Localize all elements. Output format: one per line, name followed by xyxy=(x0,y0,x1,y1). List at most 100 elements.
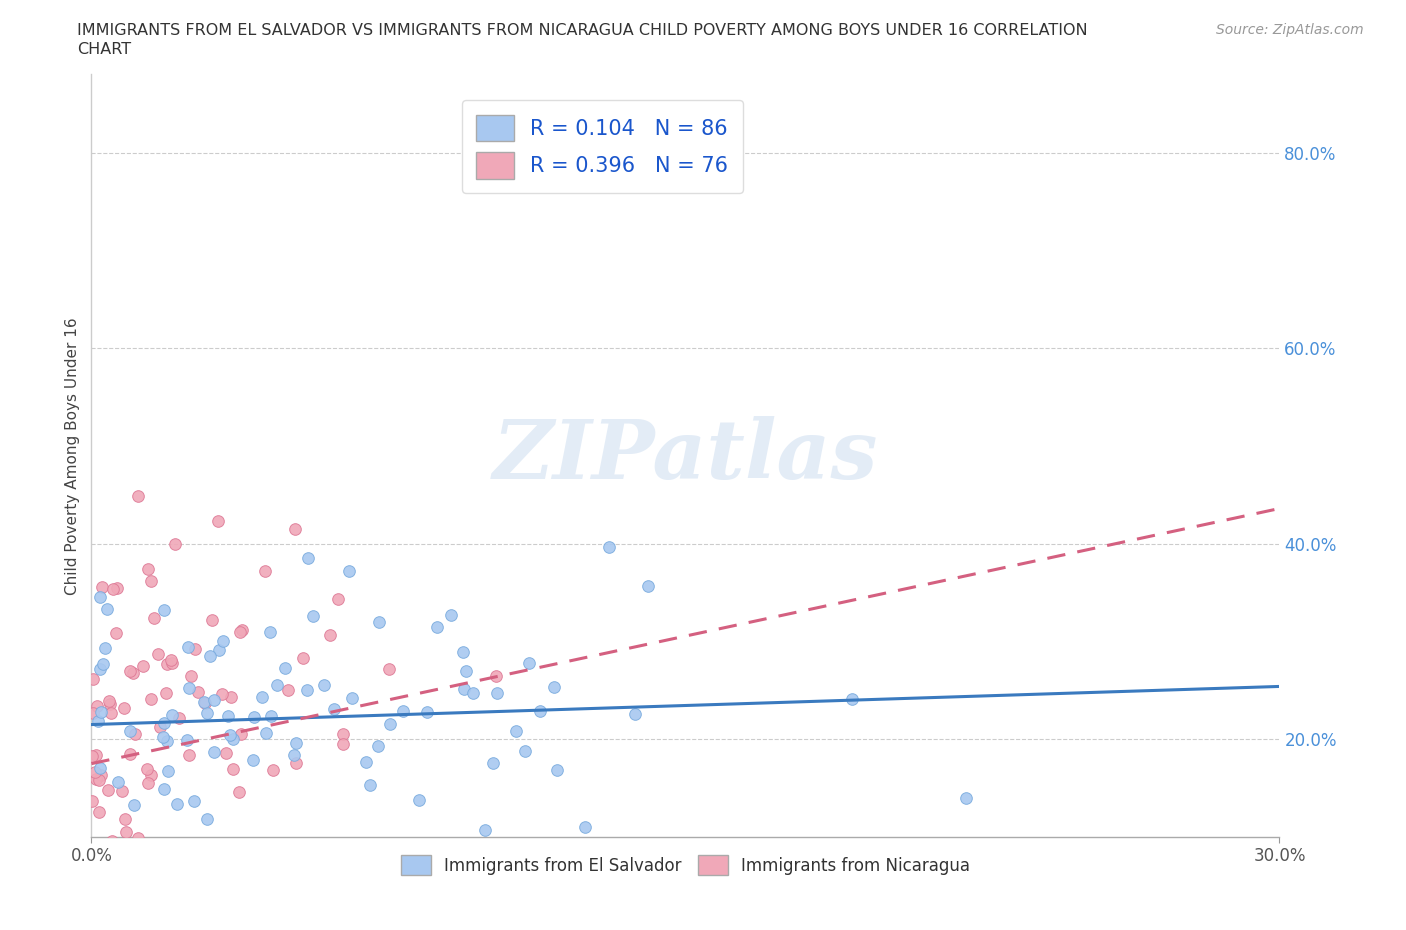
Point xyxy=(295,683,318,698)
Point xyxy=(153,603,176,618)
Point xyxy=(505,724,527,738)
Legend: Immigrants from El Salvador, Immigrants from Nicaragua: Immigrants from El Salvador, Immigrants … xyxy=(394,848,977,882)
Point xyxy=(368,615,391,630)
Point xyxy=(195,706,218,721)
Point xyxy=(243,710,266,724)
Point xyxy=(159,652,181,667)
Point xyxy=(297,551,319,565)
Point xyxy=(302,609,325,624)
Point xyxy=(152,730,174,745)
Point xyxy=(252,690,274,705)
Point xyxy=(474,822,496,837)
Point xyxy=(120,663,142,678)
Point xyxy=(342,691,364,706)
Point xyxy=(82,672,104,687)
Point xyxy=(242,752,264,767)
Point xyxy=(86,714,108,729)
Point xyxy=(207,513,229,528)
Point xyxy=(89,804,111,819)
Point xyxy=(111,783,134,798)
Point xyxy=(89,661,111,676)
Point xyxy=(96,602,118,617)
Point xyxy=(91,579,114,594)
Point xyxy=(215,745,238,760)
Point xyxy=(193,695,215,710)
Point xyxy=(120,724,142,738)
Point xyxy=(146,646,169,661)
Point xyxy=(107,581,129,596)
Point xyxy=(624,707,647,722)
Point xyxy=(221,762,243,777)
Point xyxy=(201,613,224,628)
Point xyxy=(208,643,231,658)
Point xyxy=(101,834,124,849)
Point xyxy=(574,820,596,835)
Point xyxy=(337,564,360,578)
Point xyxy=(332,737,354,751)
Point xyxy=(112,700,135,715)
Point xyxy=(219,689,242,704)
Point xyxy=(312,678,335,693)
Point xyxy=(319,628,342,643)
Point xyxy=(231,622,253,637)
Point xyxy=(408,792,430,807)
Point xyxy=(529,704,551,719)
Point xyxy=(416,704,439,719)
Point xyxy=(184,642,207,657)
Point xyxy=(378,717,401,732)
Point xyxy=(291,651,314,666)
Point xyxy=(486,685,509,700)
Point xyxy=(89,761,111,776)
Point xyxy=(598,539,620,554)
Point xyxy=(510,838,533,853)
Y-axis label: Child Poverty Among Boys Under 16: Child Poverty Among Boys Under 16 xyxy=(65,317,80,594)
Point xyxy=(323,701,346,716)
Point xyxy=(84,772,107,787)
Point xyxy=(174,839,197,854)
Point xyxy=(100,706,122,721)
Point xyxy=(284,756,307,771)
Point xyxy=(260,709,283,724)
Point xyxy=(104,626,127,641)
Point xyxy=(274,661,297,676)
Point xyxy=(142,611,165,626)
Point xyxy=(284,521,307,536)
Point xyxy=(165,536,187,551)
Point xyxy=(183,794,205,809)
Point xyxy=(841,692,863,707)
Point xyxy=(141,691,163,706)
Point xyxy=(195,849,218,864)
Point xyxy=(202,692,225,707)
Point xyxy=(254,725,277,740)
Point xyxy=(254,564,277,578)
Point xyxy=(124,726,146,741)
Point xyxy=(89,589,111,604)
Point xyxy=(155,685,177,700)
Point xyxy=(259,625,281,640)
Point xyxy=(136,776,159,790)
Point xyxy=(156,734,179,749)
Point xyxy=(451,644,474,659)
Point xyxy=(149,720,172,735)
Point xyxy=(118,747,141,762)
Point xyxy=(127,830,149,845)
Point xyxy=(283,748,305,763)
Point xyxy=(262,763,284,777)
Text: Source: ZipAtlas.com: Source: ZipAtlas.com xyxy=(1216,23,1364,37)
Point xyxy=(266,678,288,693)
Point xyxy=(177,748,200,763)
Point xyxy=(139,574,162,589)
Point xyxy=(218,727,240,742)
Text: IMMIGRANTS FROM EL SALVADOR VS IMMIGRANTS FROM NICARAGUA CHILD POVERTY AMONG BOY: IMMIGRANTS FROM EL SALVADOR VS IMMIGRANT… xyxy=(77,23,1088,38)
Point xyxy=(82,706,104,721)
Point xyxy=(122,665,145,680)
Point xyxy=(330,846,353,861)
Point xyxy=(367,738,389,753)
Point xyxy=(152,782,174,797)
Point xyxy=(107,775,129,790)
Point xyxy=(456,663,478,678)
Point xyxy=(517,656,540,671)
Point xyxy=(202,745,225,760)
Point xyxy=(229,727,252,742)
Point xyxy=(114,825,136,840)
